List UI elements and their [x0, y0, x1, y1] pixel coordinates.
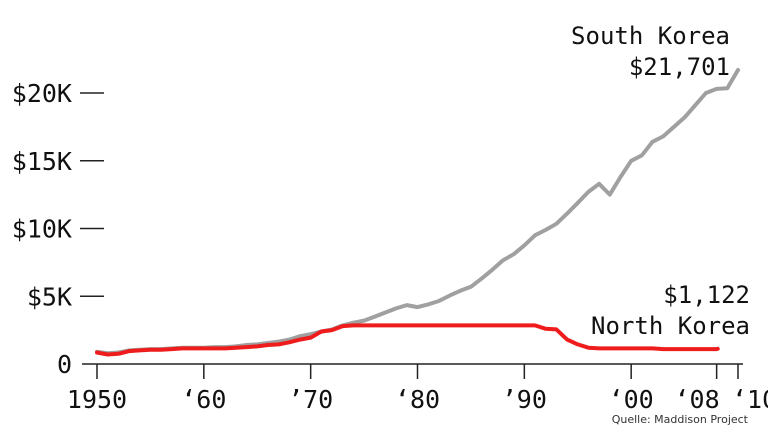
series-layer [95, 68, 740, 357]
y-tick-label: $5K [27, 282, 72, 311]
x-axis: 1950 ‘60 ’70 ‘80 ’90 ‘00 ‘08 ‘10 [67, 363, 768, 414]
north-korea-line [95, 323, 720, 357]
x-tick-label: ’70 [288, 385, 333, 414]
south-korea-value: $21,701 [629, 53, 730, 81]
y-tick-label: $20K [12, 79, 72, 108]
x-tick-label: ‘08 [674, 385, 719, 414]
y-tick-label: $10K [12, 215, 72, 244]
x-tick-label: ‘80 [395, 385, 440, 414]
x-tick-label: ‘10 [732, 385, 768, 414]
x-tick-label: ‘00 [609, 385, 654, 414]
y-tick-label: $15K [12, 147, 72, 176]
source-note: Quelle: Maddison Project [612, 413, 749, 426]
south-korea-line [95, 68, 740, 356]
south-korea-label: South Korea [571, 22, 730, 50]
y-tick-label: 0 [57, 350, 72, 379]
x-tick-label: ‘60 [181, 385, 226, 414]
north-korea-label: North Korea [591, 312, 750, 340]
x-tick-label: ’90 [502, 385, 547, 414]
y-axis: 0 $5K $10K $15K $20K [12, 79, 104, 379]
x-tick-label: 1950 [67, 385, 127, 414]
north-korea-value: $1,122 [663, 281, 750, 309]
